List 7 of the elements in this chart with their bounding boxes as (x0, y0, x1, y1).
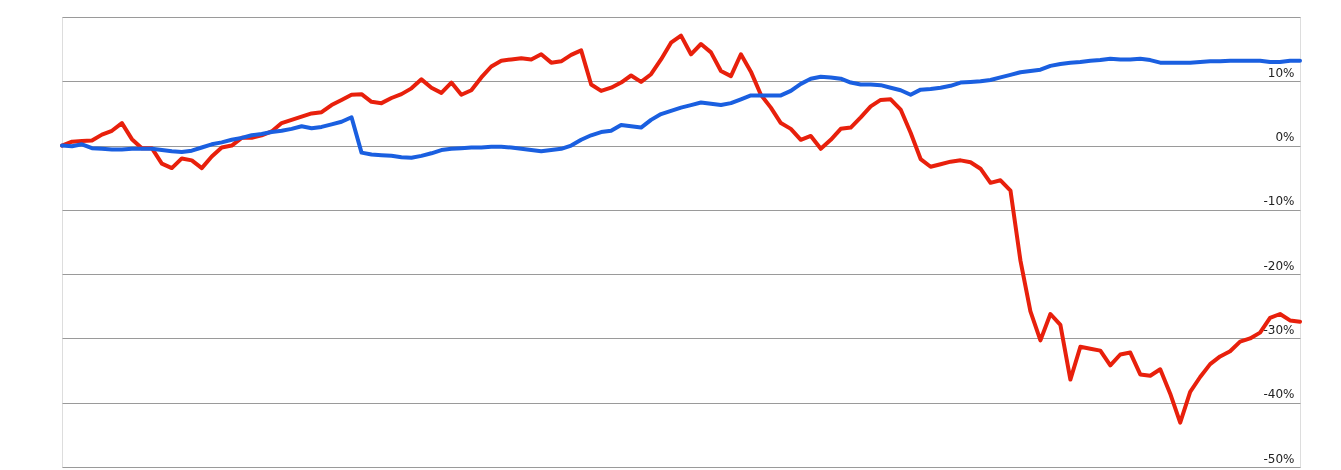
y-tick-label: 10% (1267, 65, 1295, 80)
y-tick-label: 0% (1275, 130, 1295, 145)
y-tick-label: -30% (1263, 322, 1295, 337)
y-tick-label: -10% (1263, 194, 1295, 209)
y-tick-label: -20% (1263, 258, 1295, 273)
y-tick-label: -40% (1263, 387, 1295, 402)
y-tick-label: -50% (1263, 451, 1295, 466)
